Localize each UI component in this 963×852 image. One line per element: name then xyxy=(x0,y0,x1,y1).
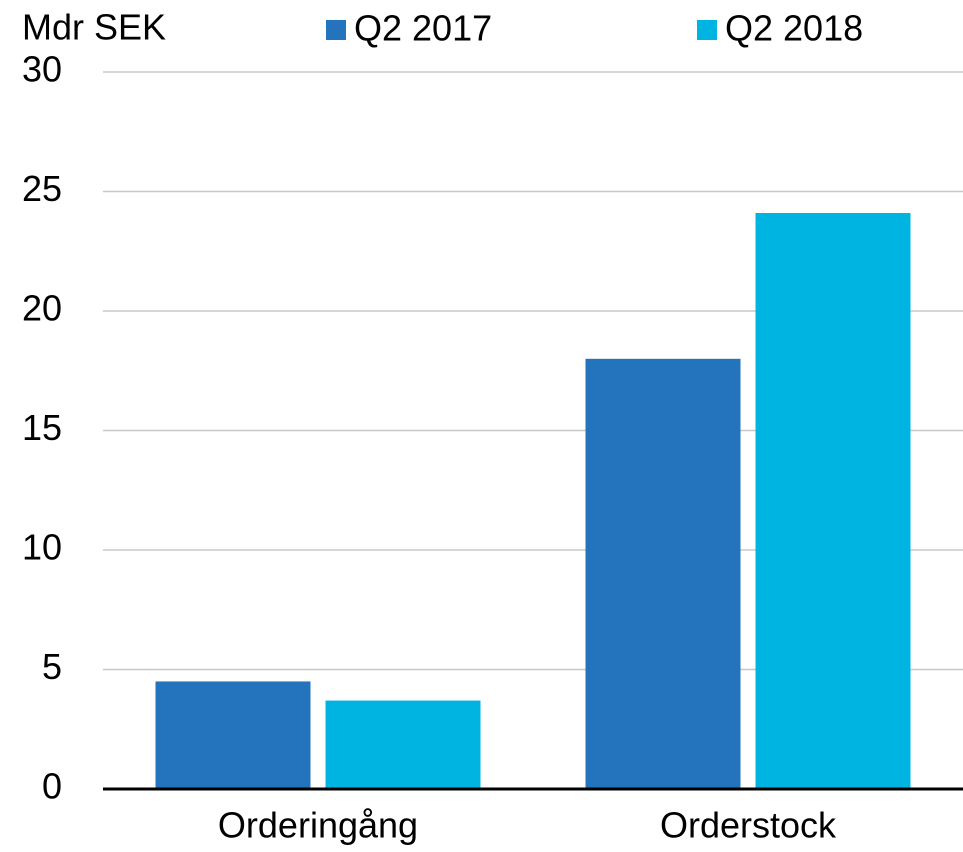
y-tick-label: 5 xyxy=(42,646,62,687)
y-tick-label: 30 xyxy=(22,49,62,90)
y-axis-label: Mdr SEK xyxy=(22,7,166,48)
bar xyxy=(755,213,911,789)
x-tick-label: Orderstock xyxy=(660,805,837,846)
y-tick-label: 15 xyxy=(22,407,62,448)
y-tick-label: 25 xyxy=(22,168,62,209)
legend-label: Q2 2018 xyxy=(725,8,863,49)
x-tick-label: Orderingång xyxy=(218,805,418,846)
legend-swatch xyxy=(326,20,346,40)
bar xyxy=(155,681,311,789)
y-tick-label: 20 xyxy=(22,288,62,329)
legend-swatch xyxy=(697,20,717,40)
bar xyxy=(325,700,481,789)
y-tick-label: 10 xyxy=(22,527,62,568)
legend-label: Q2 2017 xyxy=(354,8,492,49)
y-tick-label: 0 xyxy=(42,766,62,807)
bar xyxy=(585,358,741,789)
